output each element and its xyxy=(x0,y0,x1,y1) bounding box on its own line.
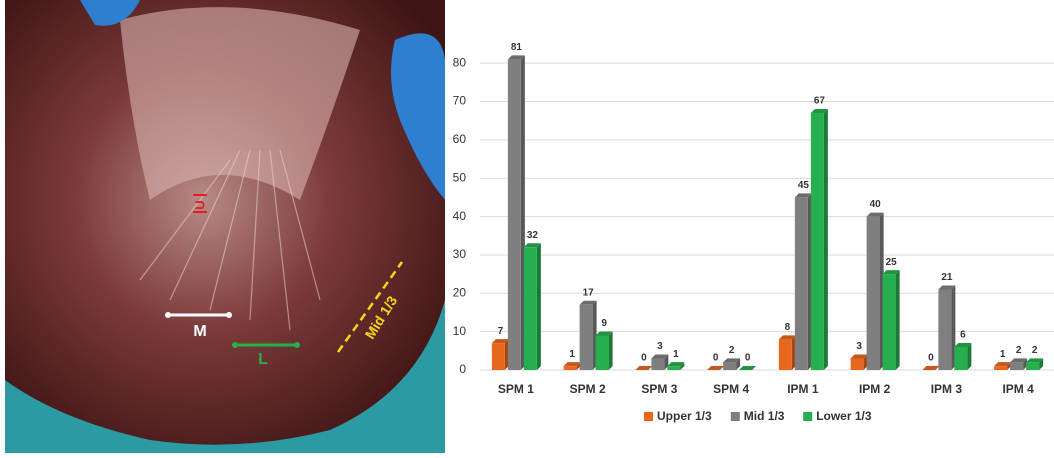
value-label: 8 xyxy=(785,322,791,333)
x-tick-label: SPM 1 xyxy=(498,382,534,396)
value-label: 6 xyxy=(960,330,966,341)
x-tick-label: IPM 1 xyxy=(787,382,819,396)
value-label: 3 xyxy=(657,341,663,352)
marker-end xyxy=(232,342,238,348)
bar-side xyxy=(824,109,828,370)
value-label: 0 xyxy=(745,353,751,364)
value-label: 3 xyxy=(856,341,862,352)
bar-side xyxy=(896,270,900,370)
value-label: 0 xyxy=(713,353,719,364)
bar xyxy=(795,197,808,370)
bar xyxy=(779,339,792,370)
value-label: 1 xyxy=(1000,349,1006,360)
y-tick-label: 60 xyxy=(453,132,467,146)
bar-top xyxy=(739,366,756,370)
y-tick-label: 10 xyxy=(453,324,467,338)
y-tick-label: 30 xyxy=(453,247,467,261)
marker-end xyxy=(294,342,300,348)
bar xyxy=(851,358,864,370)
value-label: 81 xyxy=(511,42,523,53)
y-tick-label: 20 xyxy=(453,285,467,299)
y-tick-label: 50 xyxy=(453,170,467,184)
bar xyxy=(492,343,505,370)
bar xyxy=(883,274,896,370)
legend-label: Lower 1/3 xyxy=(816,409,872,423)
x-tick-label: SPM 4 xyxy=(713,382,749,396)
bar xyxy=(1026,362,1039,370)
x-tick-label: IPM 2 xyxy=(859,382,891,396)
x-tick-label: SPM 2 xyxy=(570,382,606,396)
x-tick-label: SPM 3 xyxy=(641,382,677,396)
legend-label: Mid 1/3 xyxy=(744,409,785,423)
bar xyxy=(938,289,951,370)
photo: U M L Mid 1/3 xyxy=(5,0,445,453)
value-label: 1 xyxy=(673,349,679,360)
y-tick-label: 70 xyxy=(453,94,467,108)
bar-side xyxy=(609,331,613,370)
bar-top xyxy=(707,366,724,370)
bar-top xyxy=(635,366,652,370)
bar xyxy=(651,358,664,370)
bar xyxy=(524,247,537,370)
bar xyxy=(1010,362,1023,370)
y-tick-label: 40 xyxy=(453,209,467,223)
bar-top xyxy=(922,366,939,370)
value-label: 17 xyxy=(583,287,595,298)
value-label: 0 xyxy=(928,353,934,364)
bar xyxy=(580,305,593,370)
bar xyxy=(596,335,609,370)
x-tick-label: IPM 3 xyxy=(931,382,963,396)
legend-swatch xyxy=(644,412,653,421)
value-label: 21 xyxy=(941,272,953,283)
bar xyxy=(508,59,521,370)
value-label: 45 xyxy=(798,180,810,191)
lower-label: L xyxy=(258,351,268,368)
value-label: 40 xyxy=(870,199,882,210)
middle-label: M xyxy=(193,323,206,340)
value-label: 32 xyxy=(527,230,539,241)
bar xyxy=(564,366,577,370)
bar xyxy=(723,362,736,370)
value-label: 2 xyxy=(1032,345,1038,356)
y-tick-label: 0 xyxy=(459,362,466,376)
legend-swatch xyxy=(803,412,812,421)
value-label: 2 xyxy=(1016,345,1022,356)
bar xyxy=(667,366,680,370)
x-tick-label: IPM 4 xyxy=(1002,382,1034,396)
value-label: 7 xyxy=(498,326,504,337)
marker-end xyxy=(226,312,232,318)
bar-side xyxy=(967,343,971,370)
figure: U M L Mid 1/3 01020304050607080SPM 17813… xyxy=(0,0,1054,453)
bar xyxy=(867,217,880,370)
bar xyxy=(954,347,967,370)
bar-side xyxy=(537,243,541,370)
value-label: 67 xyxy=(814,96,826,107)
marker-end xyxy=(165,312,171,318)
legend-label: Upper 1/3 xyxy=(657,409,712,423)
bar xyxy=(994,366,1007,370)
value-label: 9 xyxy=(601,318,607,329)
value-label: 25 xyxy=(886,257,898,268)
value-label: 1 xyxy=(569,349,575,360)
upper-label: U xyxy=(192,200,207,209)
value-label: 2 xyxy=(729,345,735,356)
value-label: 0 xyxy=(641,353,647,364)
y-tick-label: 80 xyxy=(453,55,467,69)
legend-swatch xyxy=(731,412,740,421)
bar xyxy=(811,113,824,370)
